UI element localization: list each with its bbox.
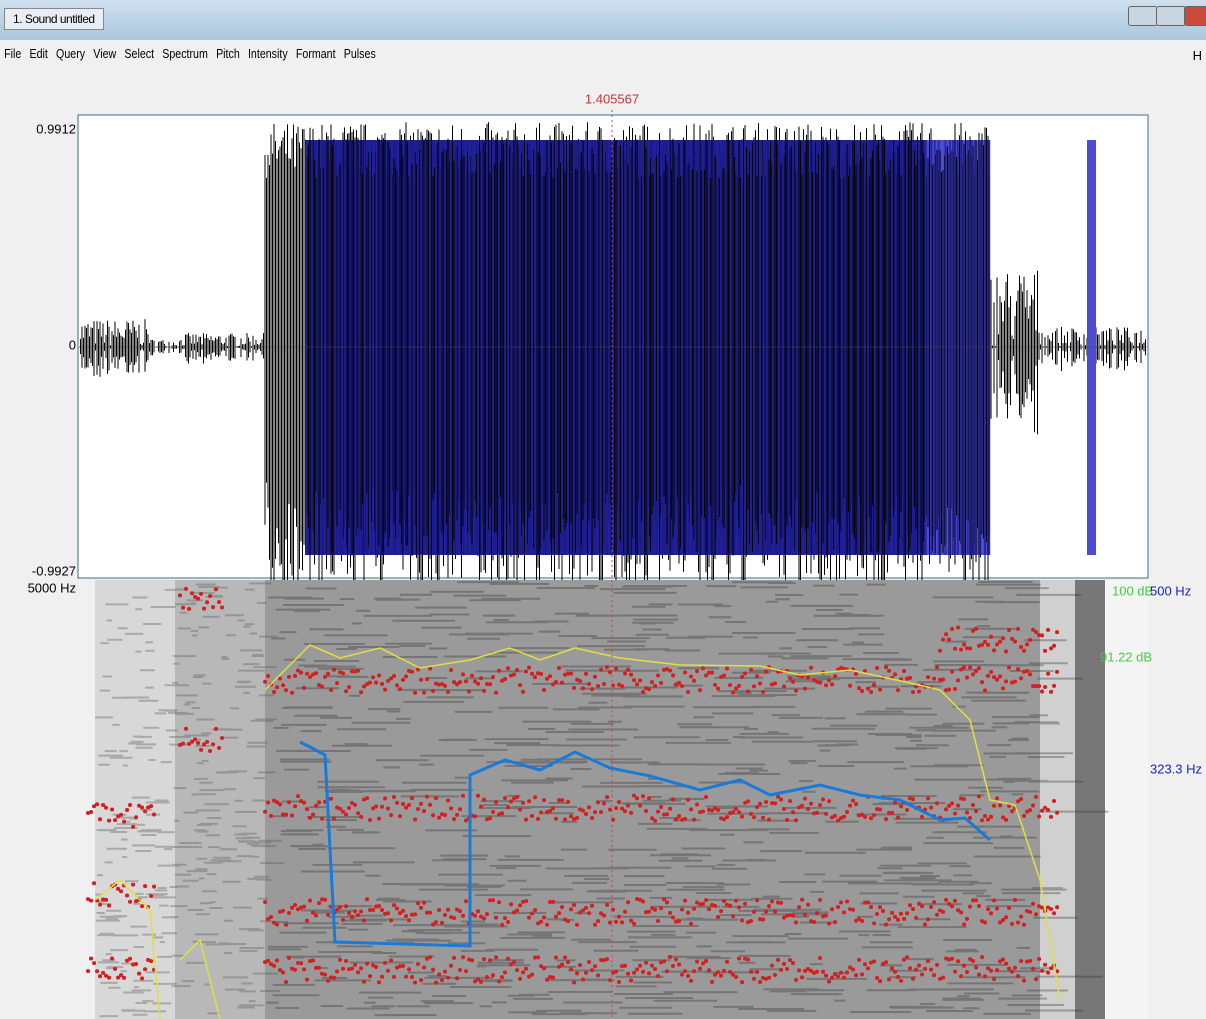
praat-window: 1. Sound untitled FileEditQueryViewSelec…: [0, 0, 1206, 1019]
sound-editor: 1.405567 0.9912 0 -0.9927 5000 Hz 100 dB…: [0, 0, 1206, 1019]
pitch-value-label: 323.3 Hz: [1150, 761, 1202, 776]
intensity-top-label: 100 dB: [1112, 583, 1153, 598]
spec-light: [95, 580, 175, 1019]
spec-light: [1105, 580, 1148, 1019]
pitch-top-label: 500 Hz: [1150, 583, 1191, 598]
pulse-bar: [1087, 140, 1096, 555]
cursor-time: 1.405567: [585, 91, 639, 106]
spec-mid: [1040, 580, 1075, 1019]
wave-zero-label: 0: [69, 337, 76, 352]
spec-mid: [175, 580, 265, 1019]
intensity-value-label: 91.22 dB: [1100, 649, 1152, 664]
spec-strip: [1075, 580, 1105, 1019]
spectrogram-top-label: 5000 Hz: [28, 580, 76, 595]
wave-max-label: 0.9912: [36, 121, 76, 136]
wave-min-label: -0.9927: [32, 563, 76, 578]
